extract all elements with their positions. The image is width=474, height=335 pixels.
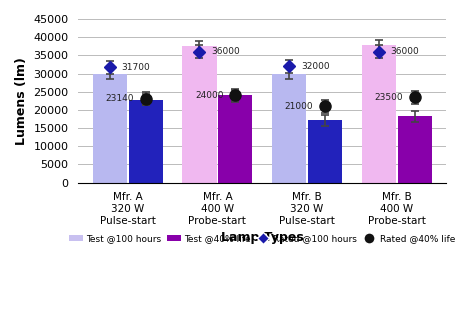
Text: 23500: 23500 bbox=[374, 93, 403, 102]
Text: 36000: 36000 bbox=[391, 47, 419, 56]
Bar bbox=[272, 74, 306, 183]
Bar bbox=[398, 117, 432, 183]
Text: 24000: 24000 bbox=[195, 91, 224, 100]
Bar bbox=[93, 74, 127, 183]
Bar bbox=[362, 45, 396, 183]
Bar bbox=[219, 95, 252, 183]
Y-axis label: Lumens (lm): Lumens (lm) bbox=[15, 57, 28, 145]
Text: 36000: 36000 bbox=[211, 47, 240, 56]
Legend: Test @100 hours, Test @40% life, Rated @100 hours, Rated @40% life: Test @100 hours, Test @40% life, Rated @… bbox=[66, 231, 459, 247]
Bar bbox=[128, 100, 163, 183]
Text: 23140: 23140 bbox=[106, 94, 134, 103]
X-axis label: Lamp Types: Lamp Types bbox=[221, 231, 304, 244]
Bar bbox=[182, 46, 217, 183]
Text: 32000: 32000 bbox=[301, 62, 329, 71]
Text: 21000: 21000 bbox=[285, 102, 313, 111]
Text: 31700: 31700 bbox=[121, 63, 150, 72]
Bar bbox=[308, 120, 342, 183]
